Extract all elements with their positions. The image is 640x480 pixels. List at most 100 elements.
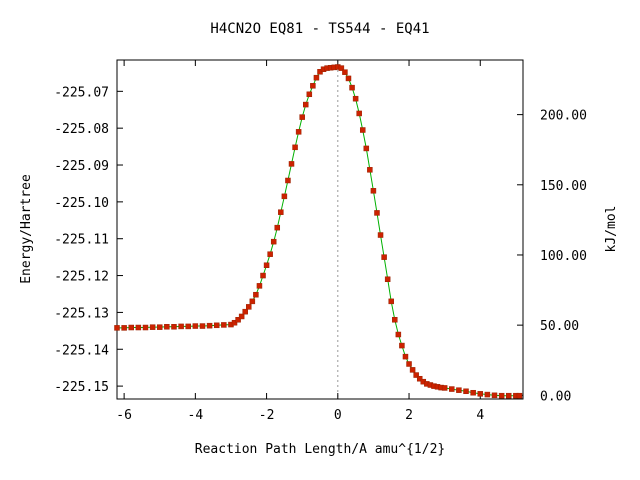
data-point: [392, 317, 398, 323]
energy-curve: [117, 66, 520, 397]
data-point: [135, 324, 142, 331]
data-point: [409, 367, 416, 373]
data-point: [263, 262, 270, 268]
data-point: [449, 386, 455, 392]
data-point: [345, 75, 352, 82]
data-point: [149, 324, 156, 330]
data-point: [246, 304, 252, 310]
y-axis-label: Energy/Hartree: [19, 174, 34, 284]
data-point: [342, 69, 348, 75]
data-point: [121, 325, 127, 331]
data-point: [377, 232, 384, 238]
data-point: [388, 298, 394, 305]
data-point: [352, 95, 359, 102]
data-point: [477, 391, 484, 397]
data-point: [185, 323, 191, 330]
data-point: [402, 353, 409, 360]
y-tick-label: -225.12: [54, 270, 109, 285]
x-tick-label: 2: [405, 408, 413, 423]
data-point: [238, 313, 245, 320]
plot-frame: [116, 59, 524, 400]
data-point: [349, 84, 355, 91]
x-tick-label: 4: [476, 408, 484, 423]
y2-axis-label: kJ/mol: [604, 206, 619, 253]
x-axis-label: Reaction Path Length/A amu^{1/2}: [195, 442, 445, 457]
data-point: [128, 324, 134, 331]
y2-tick-label: 200.00: [540, 109, 587, 124]
data-point: [285, 177, 291, 184]
y-tick-label: -225.13: [54, 306, 109, 321]
y-tick-label: -225.14: [54, 343, 109, 358]
data-point: [142, 324, 149, 331]
data-point: [256, 283, 263, 289]
data-point: [313, 74, 320, 81]
series-line: [117, 66, 520, 397]
chart-title: H4CN2O EQ81 - TS544 - EQ41: [210, 21, 429, 37]
data-point: [278, 209, 284, 215]
x-tick-label: -6: [116, 408, 132, 423]
data-point: [274, 224, 281, 231]
data-point: [381, 254, 387, 260]
data-point: [235, 317, 241, 323]
data-point: [288, 161, 295, 167]
y-axis-right: 0.00 50.00 100.00 150.00 200.00: [517, 109, 587, 404]
data-point: [363, 145, 370, 152]
y2-tick-label: 0.00: [540, 389, 571, 404]
data-point: [213, 322, 220, 329]
data-point: [384, 276, 391, 282]
data-point: [395, 331, 402, 338]
data-point: [498, 392, 505, 399]
y-axis-left: -225.07 -225.08 -225.09 -225.10 -225.11 -225.…: [54, 85, 123, 395]
data-point: [374, 210, 380, 216]
data-point: [281, 193, 288, 200]
y-tick-label: -225.10: [54, 196, 109, 211]
data-point: [221, 322, 227, 328]
y-tick-label: -225.11: [54, 233, 109, 248]
x-axis: -6 -4 -2 0 2 4: [116, 60, 484, 423]
data-point: [171, 324, 177, 330]
data-point: [506, 392, 512, 399]
data-point: [270, 238, 277, 245]
data-point: [416, 375, 423, 382]
data-point: [306, 91, 313, 98]
data-point: [441, 385, 448, 391]
series-points: [114, 64, 523, 399]
data-point: [299, 114, 305, 120]
data-point: [114, 325, 120, 331]
data-point: [484, 391, 491, 398]
data-point: [242, 308, 248, 315]
data-point: [359, 127, 366, 133]
data-point: [156, 324, 163, 330]
data-point: [178, 323, 184, 330]
x-tick-label: 0: [334, 408, 342, 423]
data-point: [406, 361, 412, 367]
data-point: [206, 322, 213, 329]
x-tick-label: -4: [188, 408, 204, 423]
data-point: [456, 387, 462, 393]
data-point: [338, 65, 345, 71]
y2-tick-label: 50.00: [540, 319, 579, 334]
data-point: [199, 323, 206, 329]
data-point: [310, 83, 316, 89]
y2-tick-label: 100.00: [540, 249, 587, 264]
data-point: [260, 272, 266, 279]
data-point: [192, 323, 199, 329]
data-point: [231, 319, 238, 326]
y-tick-label: -225.07: [54, 85, 109, 100]
data-point: [491, 392, 498, 399]
data-point: [295, 129, 302, 135]
data-point: [249, 298, 256, 305]
data-point: [370, 188, 377, 194]
data-point: [516, 392, 523, 399]
data-point: [470, 389, 476, 396]
y-tick-label: -225.08: [54, 122, 109, 137]
y2-tick-label: 150.00: [540, 179, 587, 194]
data-point: [463, 388, 469, 395]
data-point: [356, 110, 362, 117]
x-tick-label: -2: [259, 408, 275, 423]
data-point: [267, 251, 273, 257]
data-point: [399, 342, 405, 349]
data-point: [164, 324, 170, 330]
data-point: [413, 372, 419, 378]
